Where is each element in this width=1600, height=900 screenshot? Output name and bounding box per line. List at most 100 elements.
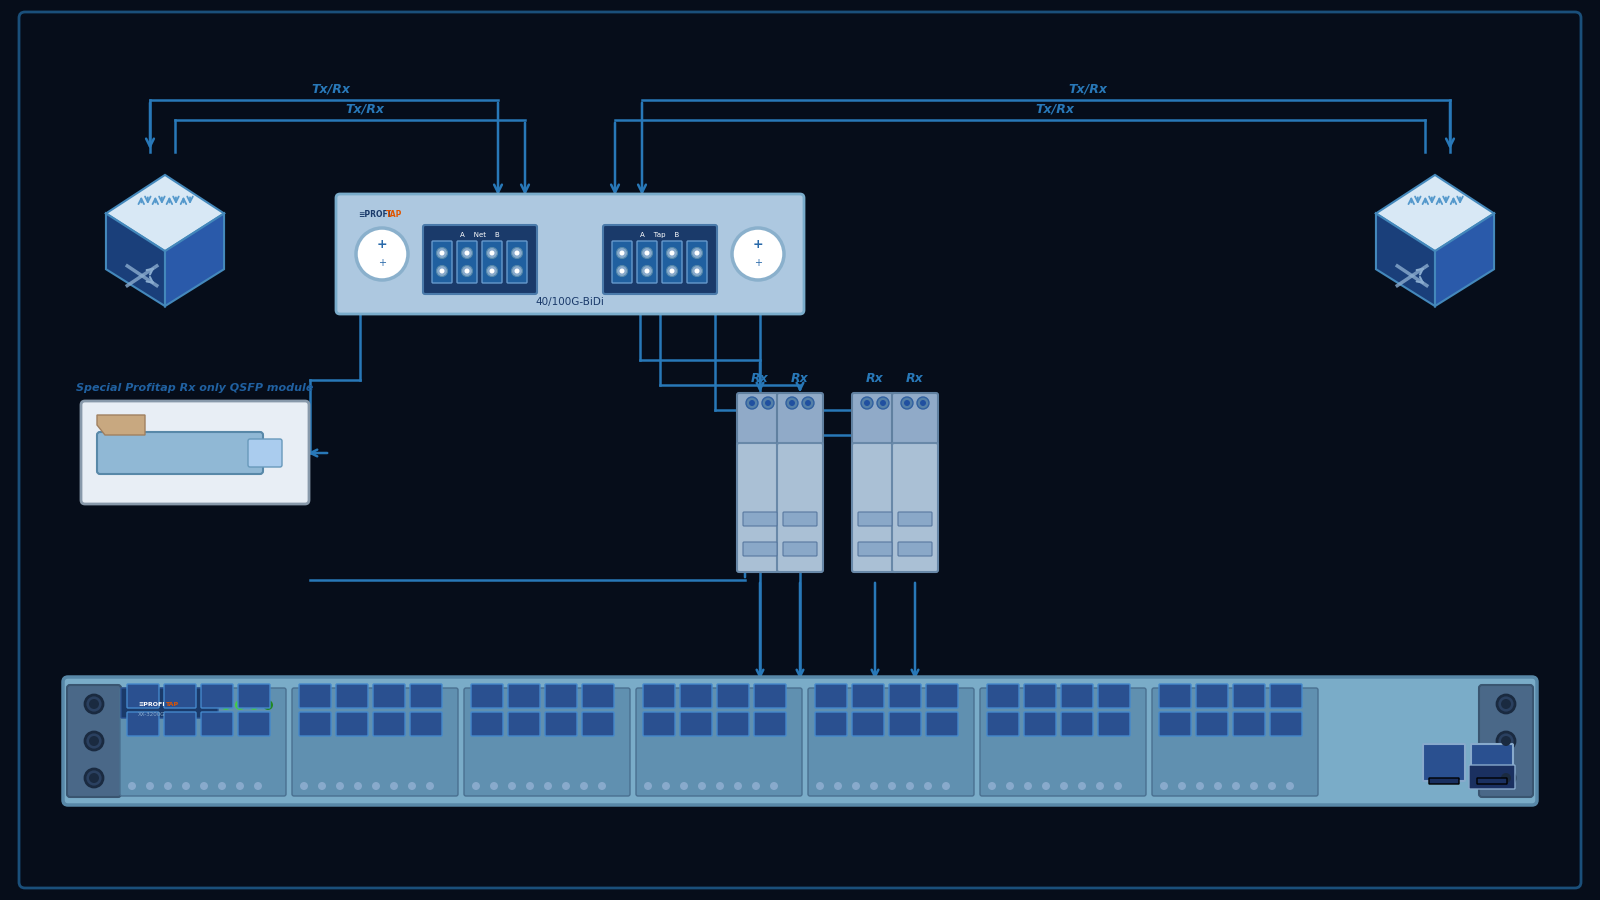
Circle shape	[925, 782, 931, 790]
Circle shape	[698, 782, 706, 790]
Circle shape	[544, 782, 552, 790]
Circle shape	[90, 773, 99, 783]
FancyBboxPatch shape	[248, 439, 282, 467]
FancyBboxPatch shape	[717, 684, 749, 708]
FancyBboxPatch shape	[82, 401, 309, 504]
Circle shape	[250, 700, 259, 710]
Circle shape	[85, 695, 102, 713]
Circle shape	[1498, 732, 1515, 750]
FancyBboxPatch shape	[1429, 778, 1459, 784]
FancyBboxPatch shape	[1098, 712, 1130, 736]
Circle shape	[526, 782, 534, 790]
Circle shape	[669, 268, 675, 274]
Text: Tx/Rx: Tx/Rx	[312, 82, 350, 95]
FancyBboxPatch shape	[464, 688, 630, 796]
FancyBboxPatch shape	[291, 688, 458, 796]
FancyBboxPatch shape	[851, 443, 898, 572]
FancyBboxPatch shape	[742, 512, 778, 526]
Circle shape	[486, 248, 498, 258]
Circle shape	[390, 782, 398, 790]
Circle shape	[851, 782, 861, 790]
Text: Special Profitap Rx only QSFP module: Special Profitap Rx only QSFP module	[77, 383, 314, 393]
FancyBboxPatch shape	[470, 712, 502, 736]
FancyBboxPatch shape	[808, 688, 974, 796]
Circle shape	[770, 782, 778, 790]
Circle shape	[512, 248, 523, 258]
Circle shape	[662, 782, 670, 790]
FancyBboxPatch shape	[637, 688, 802, 796]
Circle shape	[218, 782, 226, 790]
Polygon shape	[98, 415, 146, 435]
Circle shape	[680, 782, 688, 790]
Text: +: +	[752, 238, 763, 251]
Circle shape	[1286, 782, 1294, 790]
FancyBboxPatch shape	[1234, 684, 1266, 708]
Circle shape	[440, 268, 445, 274]
FancyBboxPatch shape	[851, 393, 898, 447]
Circle shape	[562, 782, 570, 790]
Circle shape	[371, 782, 381, 790]
FancyBboxPatch shape	[851, 684, 883, 708]
Circle shape	[85, 732, 102, 750]
Circle shape	[877, 397, 890, 409]
Text: Tx/Rx: Tx/Rx	[346, 102, 384, 115]
Circle shape	[1214, 782, 1222, 790]
Text: Rx: Rx	[906, 372, 923, 385]
Circle shape	[786, 397, 798, 409]
FancyBboxPatch shape	[890, 712, 922, 736]
FancyBboxPatch shape	[1158, 712, 1190, 736]
Circle shape	[254, 782, 262, 790]
Circle shape	[765, 400, 771, 406]
FancyBboxPatch shape	[1477, 778, 1507, 784]
Circle shape	[920, 400, 926, 406]
FancyBboxPatch shape	[851, 712, 883, 736]
Text: 40/100G-BiDi: 40/100G-BiDi	[536, 297, 605, 307]
Circle shape	[667, 248, 677, 258]
Circle shape	[870, 782, 878, 790]
Text: +: +	[754, 258, 762, 268]
FancyBboxPatch shape	[754, 712, 786, 736]
FancyBboxPatch shape	[509, 712, 541, 736]
FancyBboxPatch shape	[686, 241, 707, 283]
Circle shape	[643, 782, 653, 790]
Circle shape	[235, 700, 245, 710]
FancyBboxPatch shape	[202, 684, 234, 708]
Circle shape	[490, 250, 494, 256]
FancyBboxPatch shape	[1158, 684, 1190, 708]
Circle shape	[318, 782, 326, 790]
Circle shape	[834, 782, 842, 790]
Polygon shape	[165, 213, 224, 306]
FancyBboxPatch shape	[717, 712, 749, 736]
FancyBboxPatch shape	[202, 712, 234, 736]
Circle shape	[509, 782, 515, 790]
FancyBboxPatch shape	[62, 677, 1538, 805]
FancyBboxPatch shape	[603, 225, 717, 294]
Circle shape	[262, 700, 274, 710]
FancyBboxPatch shape	[680, 684, 712, 708]
Circle shape	[515, 268, 520, 274]
Polygon shape	[1376, 213, 1435, 306]
Circle shape	[734, 782, 742, 790]
Circle shape	[440, 250, 445, 256]
Circle shape	[461, 266, 472, 276]
Circle shape	[426, 782, 434, 790]
FancyBboxPatch shape	[126, 712, 158, 736]
Text: +: +	[378, 258, 386, 268]
Circle shape	[512, 266, 523, 276]
FancyBboxPatch shape	[1470, 744, 1514, 781]
FancyBboxPatch shape	[1061, 712, 1093, 736]
FancyBboxPatch shape	[238, 684, 270, 708]
FancyBboxPatch shape	[778, 443, 822, 572]
FancyBboxPatch shape	[458, 241, 477, 283]
Circle shape	[1197, 782, 1205, 790]
FancyBboxPatch shape	[509, 684, 541, 708]
FancyBboxPatch shape	[410, 684, 442, 708]
Text: A    Net    B: A Net B	[461, 232, 499, 238]
FancyBboxPatch shape	[1422, 744, 1466, 781]
Circle shape	[146, 782, 154, 790]
FancyBboxPatch shape	[582, 684, 614, 708]
Circle shape	[598, 782, 606, 790]
Circle shape	[901, 397, 914, 409]
FancyBboxPatch shape	[814, 712, 846, 736]
Circle shape	[816, 782, 824, 790]
